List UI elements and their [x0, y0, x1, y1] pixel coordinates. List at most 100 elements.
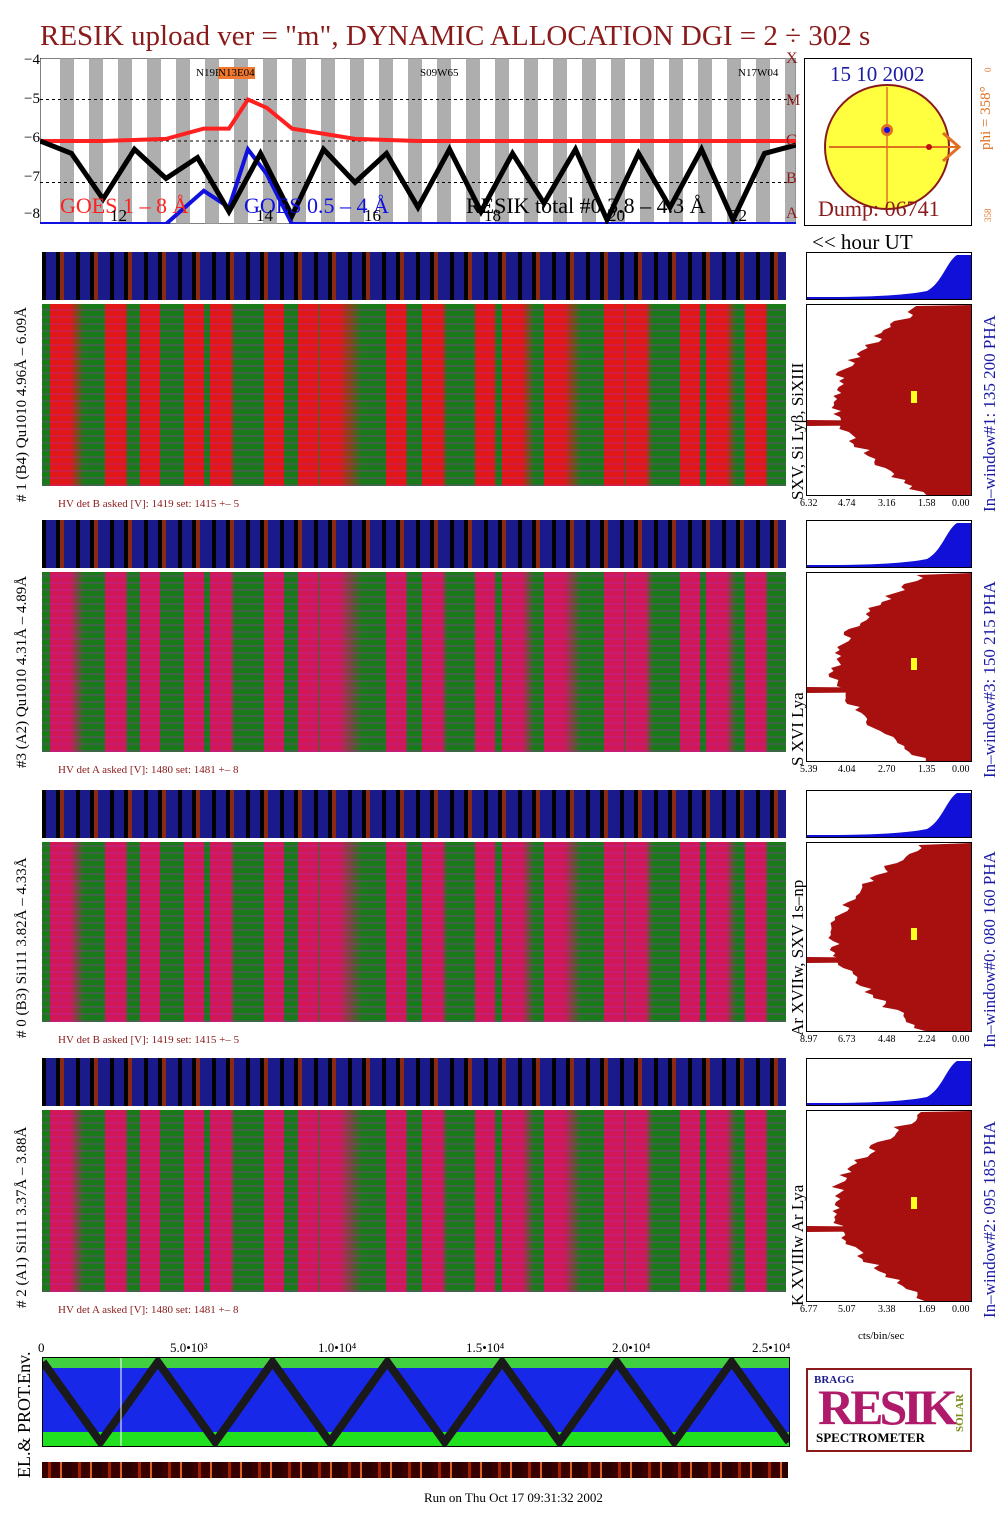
- channel-ylabel: #3 (A2) Qu1010 4.31Å – 4.89Å: [14, 575, 30, 768]
- env-xtick: 0: [38, 1340, 45, 1355]
- channel-histogram-top: [806, 790, 972, 838]
- channel-spectrogram: [42, 572, 786, 752]
- env-xtick: 2.5•10⁴: [752, 1340, 791, 1355]
- logo-letters: RESIK: [818, 1379, 958, 1435]
- channel-histogram-main: [806, 1110, 972, 1302]
- env-xtick: 2.0•10⁴: [612, 1340, 651, 1355]
- logo-bragg: BRAGG: [814, 1374, 855, 1386]
- channel-ylabel: # 0 (B3) Si111 3.82Å – 4.33Å: [14, 857, 30, 1038]
- env-upper-band: [43, 1358, 789, 1368]
- dump-number: Dump: 06741: [818, 196, 940, 221]
- hour-tick: 18: [484, 206, 501, 225]
- phi-label: phi = 358°: [978, 86, 994, 150]
- channel-histogram-main: [806, 572, 972, 762]
- hist-tick: 4.48: [878, 1034, 896, 1045]
- sun-disk: [824, 84, 962, 210]
- active-region-label: N17W04: [738, 67, 779, 79]
- channel-ylabel: # 2 (A1) Si111 3.37Å – 3.88Å: [14, 1126, 30, 1308]
- legend-goes-long: GOES 1 – 8 Å: [60, 193, 189, 218]
- phi-high: 0: [983, 67, 993, 73]
- active-region-label: N13E04: [218, 67, 255, 79]
- sun-panel: [804, 58, 972, 226]
- channel-spectrogram: [42, 1110, 786, 1292]
- hv-status: HV det A asked [V]: 1480 set: 1481 +– 8: [58, 1304, 239, 1316]
- hv-status: HV det B asked [V]: 1419 set: 1415 +– 5: [58, 1034, 240, 1046]
- channel-total-strip: [42, 790, 786, 838]
- channel-lines-label: SXV, Si Lyβ, SiXIII: [788, 362, 808, 500]
- hist-tick: 2.70: [878, 764, 896, 775]
- in-window-label: In–window#2: 095 185 PHA: [980, 1121, 999, 1318]
- run-timestamp: Run on Thu Oct 17 09:31:32 2002: [424, 1490, 603, 1505]
- env-lower-band: [43, 1432, 789, 1446]
- env-plot: [43, 1358, 789, 1446]
- goes-class-label: C: [786, 132, 797, 149]
- channel-histogram-main: [806, 304, 972, 496]
- hour-tick: 22: [730, 206, 747, 225]
- channel-histogram-main: [806, 842, 972, 1032]
- active-region-label: S09W65: [420, 67, 459, 79]
- env-strip: [42, 1462, 788, 1478]
- channel-total-strip: [42, 252, 786, 300]
- logo-spectrometer: SPECTROMETER: [816, 1430, 926, 1445]
- hist-tick: 3.38: [878, 1304, 896, 1315]
- hour-tick: 14: [256, 206, 273, 225]
- env-xtick: 5.0•10³: [170, 1340, 208, 1355]
- goes-ytick: −6: [24, 130, 40, 146]
- goes-class-label: X: [786, 50, 798, 67]
- channel-lines-label: Ar XVIIw, SXV 1s–np: [788, 879, 808, 1036]
- hist-tick: 4.74: [838, 498, 856, 509]
- hist-tick: 4.04: [838, 764, 856, 775]
- resik-logo: BRAGG RESIK SOLAR SPECTROMETER: [806, 1368, 972, 1452]
- hour-tick: 16: [364, 206, 381, 225]
- goes-series-line: [40, 96, 796, 143]
- hour-axis-label: << hour UT: [812, 230, 913, 254]
- channel-histogram-top: [806, 520, 972, 568]
- legend-resik-total: RESIK total #0 3.8 – 4.3 Å: [466, 193, 706, 218]
- hist-tick: 3.16: [878, 498, 896, 509]
- channel-total-strip: [42, 520, 786, 568]
- channel-spectrogram: [42, 304, 786, 486]
- hist-tick: 0.00: [952, 1304, 970, 1315]
- goes-series-line: [40, 138, 796, 224]
- hour-tick: 20: [608, 206, 625, 225]
- page-title: RESIK upload ver = "m", DYNAMIC ALLOCATI…: [40, 20, 871, 52]
- env-xtick: 1.0•10⁴: [318, 1340, 357, 1355]
- channel-histogram-top: [806, 1058, 972, 1106]
- hist-tick: 0.00: [952, 764, 970, 775]
- goes-ytick: −7: [24, 169, 40, 185]
- orbit-track-line: [43, 1358, 789, 1446]
- in-window-label: In–window#1: 135 200 PHA: [980, 315, 999, 512]
- hist-tick: 6.77: [800, 1304, 818, 1315]
- goes-class-label: A: [786, 205, 798, 222]
- channel-spectrogram: [42, 842, 786, 1022]
- goes-panel: [40, 58, 796, 224]
- goes-class-label: M: [786, 92, 801, 109]
- hv-status: HV det B asked [V]: 1419 set: 1415 +– 5: [58, 498, 240, 510]
- channel-lines-label: K XVIIIw Ar Lya: [788, 1184, 808, 1306]
- hist-tick: 0.00: [952, 1034, 970, 1045]
- channel-lines-label: S XVI Lya: [788, 692, 808, 766]
- hist-tick: 1.58: [918, 498, 936, 509]
- hist-tick: 5.39: [800, 764, 818, 775]
- hist-tick: 6.32: [800, 498, 818, 509]
- goes-ytick: −5: [24, 91, 40, 107]
- hist-tick: 2.24: [918, 1034, 936, 1045]
- hist-tick: 5.07: [838, 1304, 856, 1315]
- hist-unit-label: cts/bin/sec: [858, 1330, 905, 1342]
- goes-ytick: −8: [24, 206, 40, 222]
- hist-tick: 8.97: [800, 1034, 818, 1045]
- channel-histogram-top: [806, 252, 972, 300]
- hist-tick: 6.73: [838, 1034, 856, 1045]
- goes-ytick: −4: [24, 52, 40, 68]
- in-window-label: In–window#0: 080 160 PHA: [980, 851, 999, 1048]
- logo-solar: SOLAR: [954, 1394, 966, 1432]
- env-xtick: 1.5•10⁴: [466, 1340, 505, 1355]
- phi-low: 358: [983, 208, 993, 223]
- goes-series-line: [40, 145, 796, 224]
- sun-date: 15 10 2002: [830, 62, 925, 86]
- hist-tick: 1.35: [918, 764, 936, 775]
- channel-total-strip: [42, 1058, 786, 1106]
- legend-goes-short: GOES 0.5 – 4 Å: [244, 193, 389, 218]
- hour-tick: 12: [110, 206, 127, 225]
- hist-tick: 0.00: [952, 498, 970, 509]
